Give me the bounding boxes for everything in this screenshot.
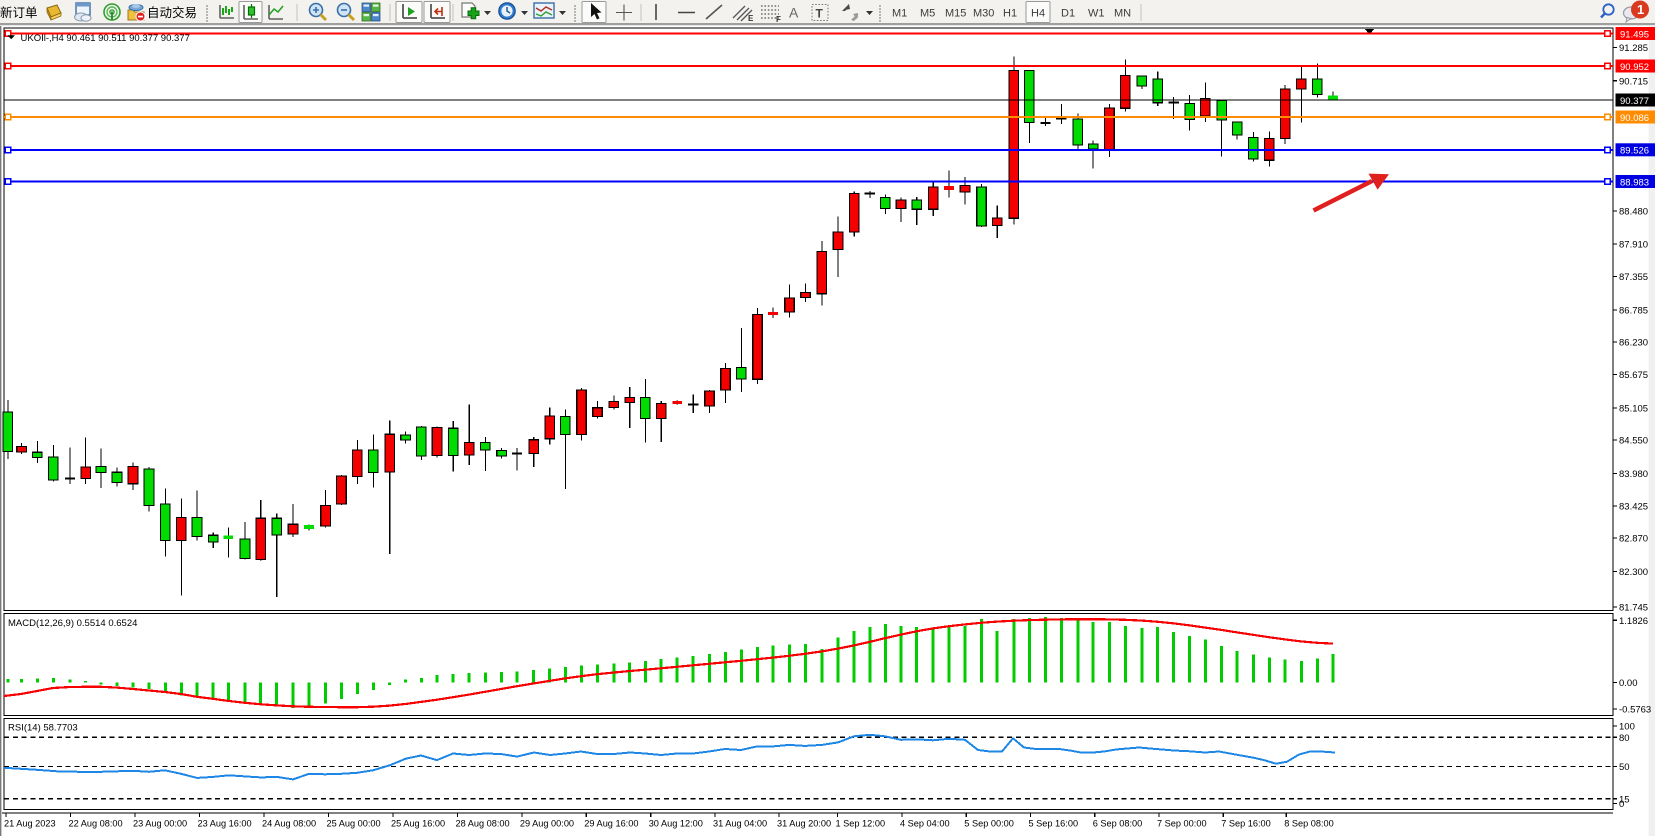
svg-text:90.952: 90.952 (1620, 62, 1649, 73)
svg-text:23 Aug 16:00: 23 Aug 16:00 (198, 819, 252, 829)
svg-text:82.870: 82.870 (1619, 534, 1648, 545)
svg-text:M1: M1 (892, 8, 907, 20)
svg-text:31 Aug 20:00: 31 Aug 20:00 (777, 819, 831, 829)
svg-text:1.1826: 1.1826 (1619, 616, 1648, 627)
svg-text:83.425: 83.425 (1619, 502, 1648, 513)
svg-text:-0.5763: -0.5763 (1619, 705, 1651, 716)
svg-text:H1: H1 (1003, 8, 1017, 20)
svg-text:新订单: 新订单 (0, 5, 38, 20)
svg-text:5 Sep 00:00: 5 Sep 00:00 (964, 819, 1014, 829)
svg-text:0.00: 0.00 (1619, 678, 1638, 689)
svg-text:90.086: 90.086 (1620, 113, 1649, 124)
svg-text:21 Aug 2023: 21 Aug 2023 (4, 819, 56, 829)
svg-text:24 Aug 08:00: 24 Aug 08:00 (262, 819, 316, 829)
svg-text:23 Aug 00:00: 23 Aug 00:00 (133, 819, 187, 829)
svg-text:91.495: 91.495 (1620, 29, 1649, 40)
svg-text:31 Aug 04:00: 31 Aug 04:00 (713, 819, 767, 829)
svg-text:M5: M5 (920, 8, 935, 20)
svg-text:MACD(12,26,9) 0.5514 0.6524: MACD(12,26,9) 0.5514 0.6524 (8, 618, 137, 629)
svg-text:86.785: 86.785 (1619, 306, 1648, 317)
svg-text:90.715: 90.715 (1619, 76, 1648, 87)
svg-text:87.910: 87.910 (1619, 240, 1648, 251)
svg-text:5 Sep 16:00: 5 Sep 16:00 (1029, 819, 1079, 829)
svg-text:22 Aug 08:00: 22 Aug 08:00 (69, 819, 123, 829)
svg-text:1: 1 (1637, 2, 1644, 17)
svg-text:7 Sep 00:00: 7 Sep 00:00 (1157, 819, 1207, 829)
svg-text:82.300: 82.300 (1619, 567, 1648, 578)
svg-text:自动交易: 自动交易 (147, 5, 197, 20)
svg-text:29 Aug 00:00: 29 Aug 00:00 (520, 819, 574, 829)
svg-text:81.745: 81.745 (1619, 603, 1648, 614)
svg-text:50: 50 (1619, 762, 1630, 773)
svg-text:7 Sep 16:00: 7 Sep 16:00 (1221, 819, 1271, 829)
svg-text:88.983: 88.983 (1620, 177, 1649, 188)
svg-text:MN: MN (1114, 8, 1131, 20)
svg-text:6 Sep 08:00: 6 Sep 08:00 (1093, 819, 1143, 829)
svg-text:UKOIl-,H4 90.461 90.511 90.37: UKOIl-,H4 90.461 90.511 90.377 90.377 (21, 33, 190, 44)
svg-text:84.550: 84.550 (1619, 436, 1648, 447)
svg-text:100: 100 (1619, 722, 1635, 733)
svg-text:4 Sep 04:00: 4 Sep 04:00 (900, 819, 950, 829)
svg-text:M15: M15 (945, 8, 966, 20)
svg-text:0: 0 (1619, 799, 1624, 810)
svg-text:H4: H4 (1031, 8, 1045, 20)
svg-text:F: F (776, 15, 781, 24)
svg-text:25 Aug 16:00: 25 Aug 16:00 (391, 819, 445, 829)
svg-text:80: 80 (1619, 733, 1630, 744)
svg-text:85.105: 85.105 (1619, 404, 1648, 415)
svg-text:88.480: 88.480 (1619, 207, 1648, 218)
svg-text:25 Aug 00:00: 25 Aug 00:00 (327, 819, 381, 829)
svg-text:29 Aug 16:00: 29 Aug 16:00 (584, 819, 638, 829)
svg-text:A: A (789, 5, 799, 21)
svg-text:28 Aug 08:00: 28 Aug 08:00 (456, 819, 510, 829)
svg-text:E: E (748, 14, 754, 23)
svg-text:15: 15 (1619, 794, 1630, 805)
svg-text:86.230: 86.230 (1619, 338, 1648, 349)
svg-text:89.526: 89.526 (1620, 146, 1649, 157)
svg-text:D1: D1 (1061, 8, 1075, 20)
svg-text:85.675: 85.675 (1619, 370, 1648, 381)
svg-text:T: T (816, 7, 824, 21)
svg-text:RSI(14) 58.7703: RSI(14) 58.7703 (8, 723, 78, 734)
svg-text:87.355: 87.355 (1619, 272, 1648, 283)
svg-text:W1: W1 (1088, 8, 1105, 20)
svg-text:M30: M30 (973, 8, 994, 20)
svg-text:1 Sep 12:00: 1 Sep 12:00 (836, 819, 886, 829)
svg-text:91.285: 91.285 (1619, 43, 1648, 54)
svg-text:83.980: 83.980 (1619, 469, 1648, 480)
svg-text:30 Aug 12:00: 30 Aug 12:00 (649, 819, 703, 829)
svg-text:8 Sep 08:00: 8 Sep 08:00 (1284, 819, 1334, 829)
svg-text:90.377: 90.377 (1620, 96, 1649, 107)
